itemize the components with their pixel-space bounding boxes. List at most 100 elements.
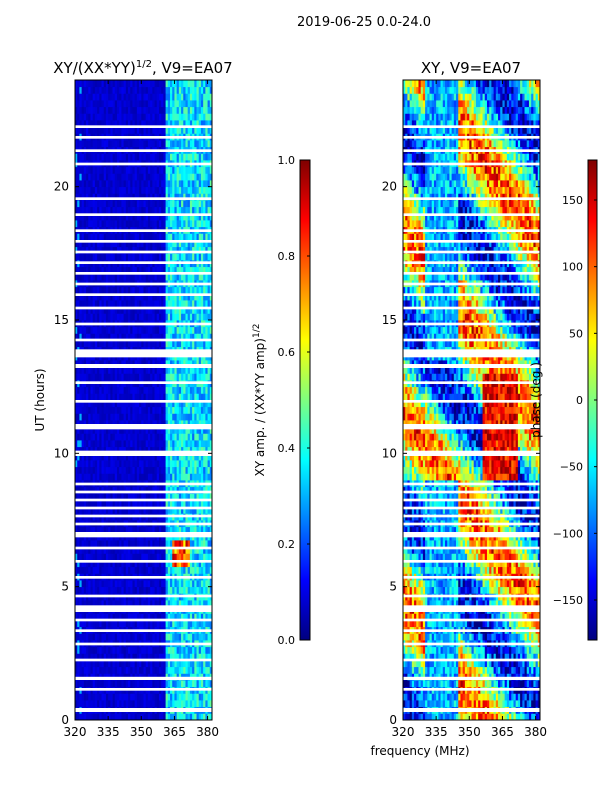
amplitude-cell [75, 693, 78, 701]
amplitude-cell [112, 493, 116, 501]
amplitude-cell [181, 566, 184, 574]
amplitude-cell [156, 693, 160, 701]
amplitude-cell [112, 680, 116, 688]
amplitude-cell [167, 400, 171, 408]
amplitude-cell [114, 273, 118, 281]
amplitude-cell [114, 660, 118, 668]
amplitude-cell [112, 466, 116, 474]
amplitude-cell [75, 466, 78, 474]
amplitude-cell [128, 246, 131, 254]
amplitude-cell [88, 653, 91, 661]
amplitude-cell [194, 600, 197, 608]
amplitude-cell [167, 700, 171, 708]
amplitude-cell [189, 253, 193, 261]
amplitude-cell [94, 400, 98, 408]
amplitude-cell [77, 393, 80, 401]
amplitude-cell [200, 240, 204, 248]
amplitude-cell [75, 506, 78, 514]
amplitude-cell [176, 500, 180, 508]
amplitude-cell [92, 446, 96, 454]
amplitude-cell [147, 373, 151, 381]
amplitude-cell [77, 233, 80, 241]
amplitude-cell [154, 413, 158, 421]
amplitude-cell [112, 586, 116, 594]
amplitude-cell [147, 246, 151, 254]
amplitude-cell [134, 406, 138, 414]
amplitude-cell [187, 240, 191, 248]
amplitude-cell [176, 266, 180, 274]
amplitude-cell [187, 313, 191, 321]
amplitude-cell [119, 460, 122, 468]
amplitude-cell [101, 466, 105, 474]
amplitude-cell [203, 646, 206, 654]
amplitude-cell [108, 426, 111, 434]
amplitude-cell [112, 306, 116, 314]
amplitude-cell [97, 473, 100, 481]
amplitude-cell [77, 420, 80, 428]
amplitude-cell [86, 206, 89, 214]
amplitude-cell [198, 193, 202, 201]
amplitude-cell [170, 713, 173, 721]
amplitude-cell [165, 293, 169, 301]
amplitude-cell [196, 186, 200, 194]
amplitude-cell [119, 413, 122, 421]
amplitude-cell [132, 300, 136, 308]
amplitude-cell [105, 693, 109, 701]
amplitude-cell [196, 313, 200, 321]
amplitude-cell [103, 553, 107, 561]
amplitude-cell [105, 560, 109, 568]
amplitude-cell [75, 633, 78, 641]
amplitude-cell [143, 340, 147, 348]
amplitude-cell [75, 240, 78, 248]
amplitude-cell [198, 560, 202, 568]
amplitude-cell [196, 526, 200, 534]
amplitude-cell [94, 453, 98, 461]
amplitude-cell [147, 646, 151, 654]
amplitude-cell [130, 540, 133, 548]
amplitude-cell [92, 273, 96, 281]
amplitude-cell [209, 300, 213, 308]
amplitude-cell [125, 446, 129, 454]
amplitude-cell [203, 326, 206, 334]
amplitude-cell [145, 440, 149, 448]
amplitude-cell [130, 560, 133, 568]
amplitude-cell [167, 200, 171, 208]
amplitude-cell [94, 286, 98, 294]
amplitude-cell [167, 420, 171, 428]
amplitude-cell [205, 240, 208, 248]
amplitude-cell [203, 680, 206, 688]
amplitude-cell [192, 246, 195, 254]
amplitude-cell [83, 360, 87, 368]
amplitude-cell [75, 333, 78, 341]
amplitude-cell [154, 200, 158, 208]
amplitude-cell [94, 420, 98, 428]
amplitude-cell [90, 386, 94, 394]
amplitude-cell [136, 193, 140, 201]
amplitude-cell [79, 680, 83, 688]
amplitude-cell [183, 246, 186, 254]
amplitude-cell [143, 586, 147, 594]
amplitude-cell [88, 700, 91, 708]
amplitude-cell [130, 420, 133, 428]
amplitude-cell [174, 186, 178, 194]
amplitude-cell [112, 566, 116, 574]
amplitude-cell [97, 293, 100, 301]
amplitude-cell [154, 693, 158, 701]
amplitude-cell [189, 680, 193, 688]
amplitude-cell [110, 373, 113, 381]
amplitude-cell [145, 220, 149, 228]
amplitude-cell [97, 300, 100, 308]
amplitude-cell [79, 193, 83, 201]
amplitude-cell [90, 666, 94, 674]
amplitude-cell [156, 373, 160, 381]
amplitude-cell [125, 646, 129, 654]
amplitude-cell [136, 433, 140, 441]
amplitude-cell [79, 413, 83, 421]
amplitude-cell [77, 293, 80, 301]
amplitude-cell [161, 326, 164, 334]
amplitude-cell [205, 213, 208, 221]
amplitude-cell [130, 446, 133, 454]
amplitude-cell [136, 360, 140, 368]
amplitude-cell [187, 506, 191, 514]
amplitude-cell [128, 406, 131, 414]
